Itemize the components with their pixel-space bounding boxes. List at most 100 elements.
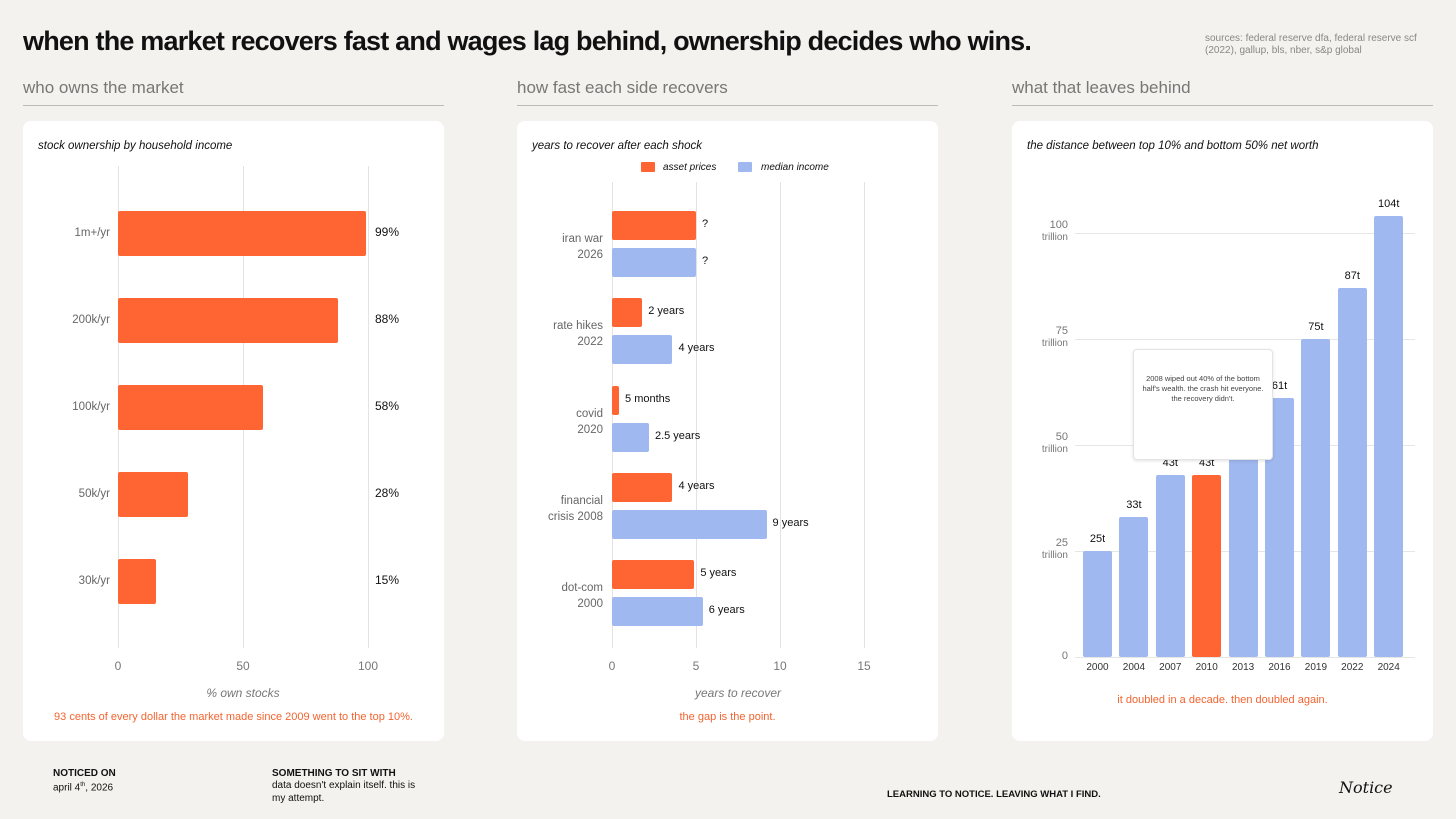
noticed-on-label: NOTICED ON xyxy=(53,768,116,779)
value-label: 5 months xyxy=(625,392,671,405)
value-label: 4 years xyxy=(678,342,715,355)
chart-note: it doubled in a decade. then doubled aga… xyxy=(1117,694,1328,706)
y-tick-unit: trillion xyxy=(1041,338,1068,349)
category-label: 200k/yr xyxy=(72,314,110,326)
date-text: april 4 xyxy=(53,782,81,794)
gridline xyxy=(696,182,697,648)
tagline: LEARNING TO NOTICE. LEAVING WHAT I FIND. xyxy=(887,789,1101,800)
value-label: 9 years xyxy=(772,516,809,529)
bar xyxy=(612,298,643,328)
bar xyxy=(1083,551,1112,657)
category-label: financial crisis 2008 xyxy=(548,494,603,523)
bar xyxy=(1192,474,1222,657)
gridline xyxy=(612,182,613,648)
value-label: 25t xyxy=(1089,533,1106,545)
y-tick-unit: trillion xyxy=(1041,444,1068,455)
bar xyxy=(1337,288,1367,657)
legend-swatch-median-income xyxy=(738,162,752,172)
bar xyxy=(118,211,366,256)
legend-label: asset prices xyxy=(663,162,717,173)
bar xyxy=(1155,474,1185,657)
value-label: 87t xyxy=(1344,270,1360,283)
sources-text: sources: federal reserve dfa, federal re… xyxy=(1205,33,1417,56)
x-tick-label: 2013 xyxy=(1231,662,1255,673)
divider xyxy=(1012,105,1433,106)
x-tick-label: 10 xyxy=(773,659,787,673)
value-label: 33t xyxy=(1126,499,1142,512)
category-label: 50k/yr xyxy=(78,488,110,500)
bar xyxy=(612,385,620,415)
category-label: 100k/yr xyxy=(72,401,110,413)
chart-note: 93 cents of every dollar the market made… xyxy=(54,711,413,723)
bar xyxy=(612,597,703,627)
legend-label: median income xyxy=(761,162,829,173)
legend-swatch-asset-prices xyxy=(641,162,655,172)
x-tick-label: 0 xyxy=(608,659,616,673)
x-tick-label: 15 xyxy=(857,659,871,673)
bar xyxy=(612,248,696,277)
page-title: when the market recovers fast and wages … xyxy=(23,26,1032,56)
gridline xyxy=(780,182,781,648)
value-label: 4 years xyxy=(678,479,715,492)
y-tick-unit: trillion xyxy=(1041,232,1068,243)
date-year: , 2026 xyxy=(85,782,114,794)
value-label: 15% xyxy=(375,573,400,587)
value-label: 61t xyxy=(1271,380,1288,393)
category-label: rate hikes 2022 xyxy=(553,320,603,349)
bar xyxy=(612,422,649,452)
bar xyxy=(612,211,696,240)
x-tick-label: 2016 xyxy=(1268,662,1291,673)
chart-note: the gap is the point. xyxy=(679,711,776,723)
gridline xyxy=(1075,233,1415,234)
section-title-gap: what that leaves behind xyxy=(1012,78,1191,97)
gridline xyxy=(368,166,369,648)
bar xyxy=(118,298,338,343)
gridline xyxy=(1075,339,1415,340)
x-axis-label: years to recover xyxy=(694,686,782,700)
y-tick-label: 0 xyxy=(1061,650,1068,662)
y-tick-unit: trillion xyxy=(1041,550,1068,561)
x-tick-label: 2007 xyxy=(1159,662,1182,673)
value-label: 104t xyxy=(1377,198,1400,211)
x-tick-label: 2022 xyxy=(1341,662,1364,673)
section-title-recovery: how fast each side recovers xyxy=(517,78,728,97)
category-label: covid 2020 xyxy=(576,407,603,436)
chart-title: the distance between top 10% and bottom … xyxy=(1027,140,1319,152)
value-label: 99% xyxy=(375,225,400,239)
value-label: 88% xyxy=(375,312,400,326)
x-tick-label: 5 xyxy=(692,659,700,673)
value-label: 2.5 years xyxy=(654,429,701,442)
value-label: ? xyxy=(702,218,709,230)
bar xyxy=(118,472,188,517)
x-tick-label: 0 xyxy=(114,659,122,673)
value-label: 75t xyxy=(1308,321,1324,333)
sit-with-text: data doesn't explain itself. this is my … xyxy=(272,780,416,804)
x-tick-label: 2019 xyxy=(1304,662,1328,673)
bar xyxy=(1228,436,1258,657)
bar xyxy=(612,335,673,365)
y-tick-label: 50 xyxy=(1055,431,1068,443)
value-label: ? xyxy=(702,255,709,267)
chart-card-recovery xyxy=(517,121,938,741)
notice-logo: Notice xyxy=(1339,778,1393,797)
value-label: 58% xyxy=(375,399,400,413)
x-tick-label: 2024 xyxy=(1377,662,1400,673)
noticed-date: april 4th, 2026 xyxy=(53,779,113,794)
x-axis-label: % own stocks xyxy=(206,686,280,700)
bar xyxy=(612,509,767,539)
chart-title: years to recover after each shock xyxy=(532,140,703,152)
x-tick-label: 100 xyxy=(357,659,379,673)
bar xyxy=(1119,517,1149,657)
divider xyxy=(23,105,444,106)
y-tick-label: 100 xyxy=(1049,219,1068,231)
category-label: 30k/yr xyxy=(78,575,110,587)
x-tick-label: 2010 xyxy=(1195,662,1218,673)
x-tick-label: 50 xyxy=(236,659,250,673)
y-tick-label: 75 xyxy=(1055,325,1068,337)
chart-title: stock ownership by household income xyxy=(38,140,233,152)
gridline xyxy=(864,182,865,648)
divider xyxy=(517,105,938,106)
category-label: 1m+/yr xyxy=(74,227,110,239)
category-label: iran war 2026 xyxy=(562,233,603,261)
y-tick-label: 25 xyxy=(1055,537,1068,549)
